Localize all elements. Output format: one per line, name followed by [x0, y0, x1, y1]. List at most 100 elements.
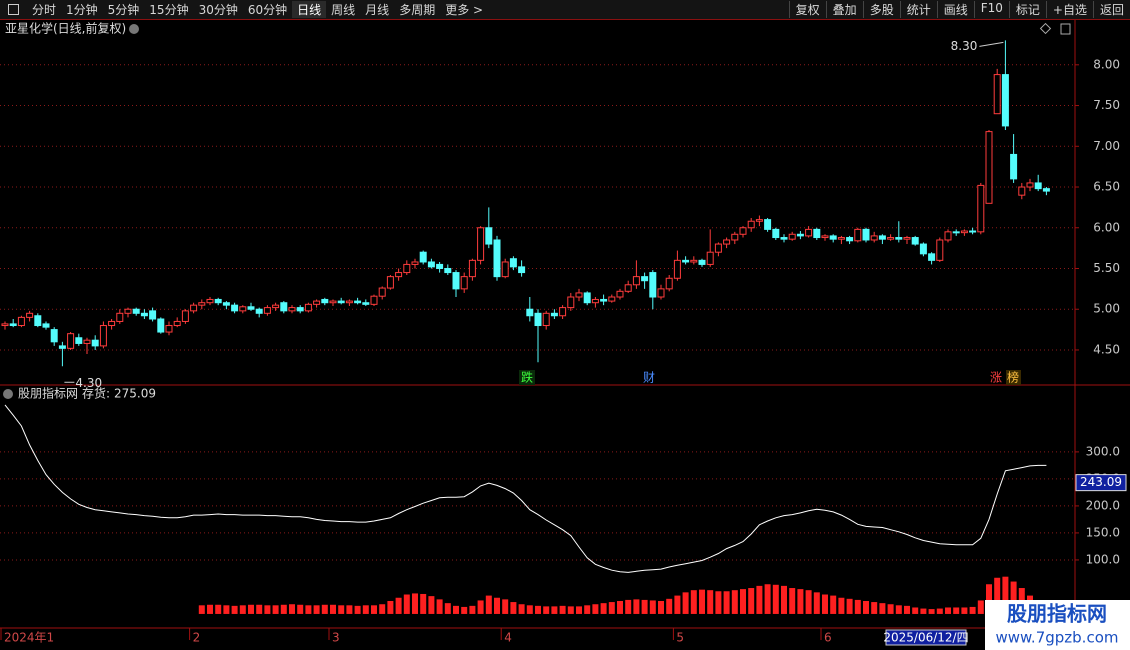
button[interactable]: 复权 — [788, 1, 826, 18]
candle-body — [878, 235, 886, 240]
icon[interactable] — [1060, 23, 1071, 35]
candle-body — [370, 295, 378, 305]
bar — [649, 600, 656, 614]
y-tick-label: 6.00 — [1093, 220, 1120, 234]
candle-body — [714, 243, 722, 253]
icon[interactable] — [1039, 22, 1052, 35]
candle-body — [624, 284, 632, 292]
candle-body — [34, 315, 42, 327]
bar — [986, 584, 992, 614]
candle-body — [813, 228, 821, 239]
candle-body — [985, 131, 993, 204]
candle-body — [567, 296, 575, 309]
candle-body — [829, 235, 837, 240]
candle-body — [616, 290, 624, 298]
bar — [690, 590, 697, 614]
y-tick-label: 150.0 — [1086, 525, 1120, 539]
tab[interactable]: 30分钟 — [198, 3, 238, 17]
bar — [256, 604, 263, 614]
candle-body — [485, 227, 493, 245]
watermark-url: www.7gpzb.com — [996, 629, 1119, 647]
candle-body — [26, 312, 34, 318]
candle-body — [181, 310, 189, 322]
candle-body — [780, 237, 788, 240]
event-marker[interactable]: 榜 — [1007, 370, 1019, 385]
tab[interactable]: 60分钟 — [247, 3, 288, 17]
bar — [198, 605, 205, 614]
tab[interactable]: 15分钟 — [149, 3, 189, 17]
cursor-value: 243.09 — [1080, 475, 1122, 489]
candle-body — [846, 237, 854, 242]
tab[interactable]: 月线 — [365, 3, 390, 17]
bar — [945, 607, 951, 614]
bar — [535, 605, 541, 614]
bar — [207, 604, 213, 614]
button[interactable]: 返回 — [1092, 1, 1130, 18]
candle-body — [444, 267, 452, 274]
menu-icon[interactable] — [129, 24, 139, 34]
button[interactable]: 画线 — [936, 1, 974, 18]
bar — [641, 599, 648, 614]
bar — [1010, 581, 1017, 614]
candle-body — [854, 228, 862, 242]
bar — [887, 604, 894, 614]
bar — [510, 602, 517, 614]
x-tick-label: 4 — [504, 631, 512, 645]
icon[interactable] — [8, 4, 19, 15]
tab[interactable]: 多周期 — [399, 3, 436, 17]
legend-value: 275.09 — [114, 387, 156, 401]
bar — [715, 591, 722, 614]
button[interactable]: +自选 — [1045, 1, 1093, 18]
candle-body — [436, 263, 444, 269]
bar — [494, 597, 500, 614]
bar — [1002, 576, 1009, 614]
bar — [928, 609, 935, 614]
tab[interactable]: 周线 — [331, 3, 356, 17]
event-marker[interactable]: 涨 — [990, 370, 1002, 385]
bar — [518, 604, 525, 614]
candle-body — [583, 292, 591, 304]
bar — [871, 602, 878, 614]
candle-body — [296, 307, 304, 312]
candle-body — [993, 74, 1001, 115]
candle-body — [518, 266, 526, 274]
candle-body — [665, 277, 673, 290]
bar — [781, 585, 787, 614]
tab[interactable]: 分时 — [32, 3, 57, 17]
bar — [584, 605, 591, 614]
candle-body — [919, 243, 927, 255]
bar — [822, 594, 828, 614]
candle-body — [304, 303, 312, 312]
tab[interactable]: 5分钟 — [107, 3, 140, 17]
chart-title: 亚星化学(日线,前复权) — [5, 21, 126, 36]
bar — [354, 605, 361, 614]
candle-body — [91, 339, 99, 347]
bar — [904, 605, 910, 614]
tab[interactable]: 更多 > — [445, 3, 484, 17]
button[interactable]: 统计 — [899, 1, 937, 18]
y-tick-label: 8.00 — [1093, 57, 1120, 71]
x-tick-label: 3 — [332, 631, 340, 645]
bar — [551, 606, 558, 614]
event-box[interactable] — [519, 370, 535, 385]
bar — [953, 607, 960, 614]
button[interactable]: 多股 — [862, 1, 900, 18]
candle-body — [649, 272, 657, 298]
y-tick-label: 4.50 — [1093, 342, 1120, 356]
menu-icon[interactable] — [3, 389, 13, 399]
cursor-date: 2025/06/12/四 — [883, 631, 968, 645]
button[interactable]: 叠加 — [825, 1, 863, 18]
event-marker[interactable]: 财 — [643, 371, 655, 385]
bar — [666, 598, 673, 614]
tab[interactable]: 日线 — [292, 1, 327, 18]
candle-body — [477, 227, 485, 261]
button[interactable]: 标记 — [1008, 1, 1046, 18]
y-tick-label: 200.0 — [1086, 498, 1120, 512]
line — [4, 404, 1047, 573]
cursor-box — [1075, 474, 1127, 492]
event-marker[interactable]: 跌 — [521, 370, 533, 385]
event-box[interactable] — [1006, 370, 1021, 385]
button[interactable]: F10 — [973, 1, 1009, 18]
tab[interactable]: 1分钟 — [66, 3, 98, 17]
candle-body — [903, 237, 911, 240]
